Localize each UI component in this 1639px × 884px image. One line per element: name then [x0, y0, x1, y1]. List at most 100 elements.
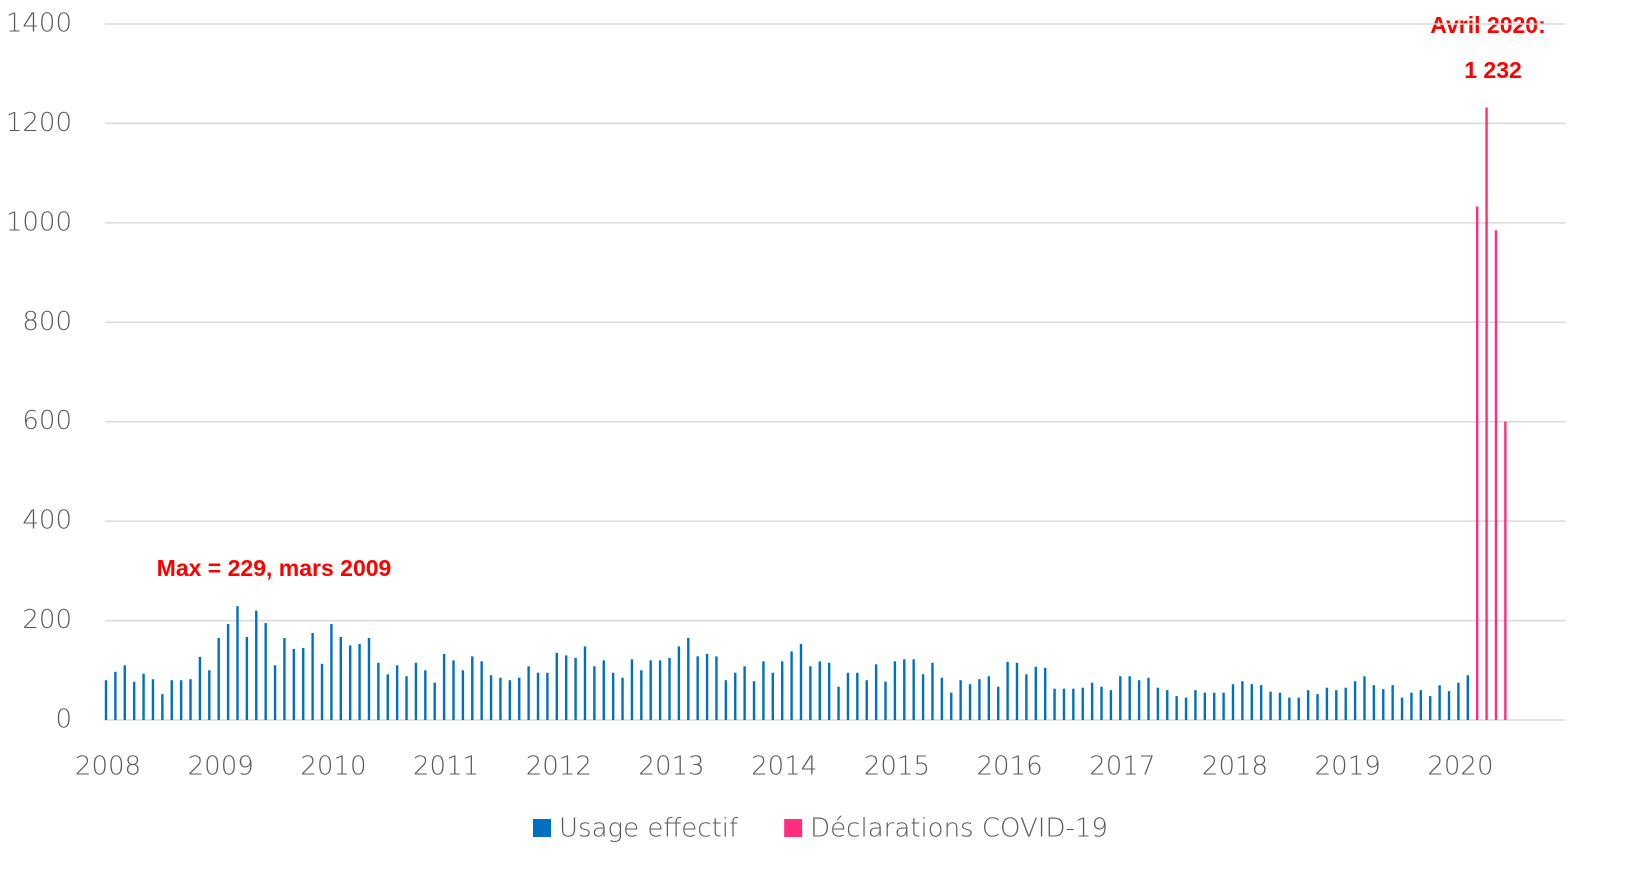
bar	[217, 637, 220, 720]
x-tick-label: 2014	[751, 752, 817, 782]
bar	[593, 666, 596, 720]
bar	[302, 647, 305, 720]
bar	[1288, 697, 1291, 720]
bar	[743, 666, 746, 720]
annotation: Avril 2020:	[1430, 12, 1546, 38]
bar	[734, 672, 737, 720]
bar	[405, 676, 408, 720]
bar	[226, 624, 230, 720]
bar	[536, 672, 540, 720]
x-tick-label: 2010	[300, 752, 366, 782]
bar	[489, 675, 493, 720]
x-tick-label: 2020	[1427, 752, 1493, 782]
legend-swatch	[784, 819, 803, 837]
bar	[189, 679, 192, 720]
annotation: 1 232	[1464, 57, 1522, 83]
bar	[151, 679, 155, 720]
bar	[508, 680, 512, 720]
bar	[236, 606, 239, 720]
bar	[658, 660, 662, 720]
bar	[1241, 681, 1244, 720]
bar	[818, 661, 821, 720]
bar	[1166, 690, 1169, 720]
y-tick-label: 200	[22, 605, 72, 635]
bar	[170, 680, 173, 720]
bar	[668, 657, 671, 720]
bar	[696, 656, 699, 720]
bar	[104, 680, 108, 720]
y-tick-label: 1200	[6, 108, 72, 138]
bar	[574, 657, 577, 720]
bar	[649, 660, 652, 720]
bar	[1419, 690, 1423, 720]
bar	[1072, 688, 1075, 720]
bar	[583, 646, 587, 720]
y-tick-label: 1000	[6, 207, 72, 237]
bar	[846, 672, 850, 720]
y-tick-label: 600	[22, 406, 72, 436]
bar	[1015, 662, 1019, 720]
bar	[1043, 667, 1047, 720]
bar	[273, 665, 277, 720]
bar	[1203, 692, 1207, 720]
bar	[1278, 692, 1282, 720]
bar	[865, 680, 868, 720]
bar	[1109, 690, 1113, 720]
bar	[1053, 688, 1056, 720]
bar	[715, 656, 718, 720]
bar	[264, 623, 267, 720]
bar	[1457, 682, 1460, 720]
x-tick-label: 2017	[1089, 752, 1155, 782]
bar	[1147, 677, 1150, 720]
x-tick-label: 2015	[864, 752, 930, 782]
bar	[677, 646, 681, 720]
bar	[255, 610, 258, 720]
bar	[518, 677, 521, 720]
bar	[1006, 661, 1009, 720]
bar	[132, 681, 136, 720]
x-tick-label: 2016	[977, 752, 1043, 782]
bar	[621, 677, 624, 720]
x-tick-label: 2011	[413, 752, 479, 782]
x-tick-label: 2018	[1202, 752, 1268, 782]
bar	[123, 665, 126, 720]
bar	[377, 662, 380, 720]
bar	[1222, 692, 1225, 720]
bar	[1429, 696, 1432, 720]
bar	[893, 661, 897, 720]
bar	[1494, 230, 1498, 721]
bar	[358, 643, 361, 720]
bar	[1259, 685, 1263, 720]
x-tick-label: 2013	[638, 752, 704, 782]
bar	[1382, 689, 1385, 720]
bar	[414, 662, 418, 720]
bar	[499, 677, 502, 720]
bar	[114, 671, 117, 720]
bar	[771, 672, 775, 720]
bar	[1316, 694, 1319, 720]
bar	[1335, 690, 1338, 720]
bar	[1325, 687, 1329, 720]
bar	[1119, 676, 1122, 720]
y-tick-label: 1400	[6, 9, 72, 39]
bar	[1344, 687, 1347, 720]
bar	[640, 670, 643, 720]
bar	[978, 679, 981, 720]
bar	[179, 680, 183, 720]
bar	[799, 643, 803, 720]
bar	[1128, 676, 1131, 720]
bar	[452, 660, 455, 720]
bar	[208, 670, 211, 720]
bar	[1156, 687, 1160, 720]
bar	[987, 676, 991, 720]
bar	[198, 656, 202, 720]
bar	[395, 665, 399, 720]
bar	[471, 656, 474, 720]
bar	[1034, 666, 1037, 720]
bar	[856, 672, 859, 720]
bar	[1410, 692, 1413, 720]
bar	[1175, 696, 1178, 720]
legend-label: Déclarations COVID-19	[810, 814, 1108, 844]
bar	[442, 653, 446, 720]
bar	[931, 662, 934, 720]
